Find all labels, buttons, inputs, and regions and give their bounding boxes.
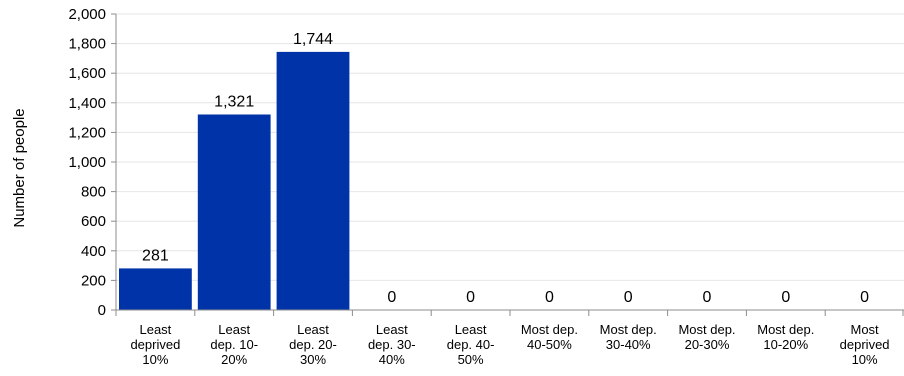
x-tick-label: Most deprived 10%	[840, 322, 890, 367]
y-tick-label: 400	[81, 243, 106, 260]
y-tick-label: 600	[81, 213, 106, 230]
y-tick-label: 1,600	[68, 65, 106, 82]
data-label: 0	[545, 289, 554, 306]
x-tick-label: Most dep. 40-50%	[521, 322, 578, 352]
x-tick-label: Least deprived 10%	[130, 322, 180, 367]
y-tick-label: 1,200	[68, 124, 106, 141]
data-label: 0	[703, 289, 712, 306]
x-tick-label: Least dep. 40-50%	[447, 322, 495, 367]
y-tick-labels: 0 200 400 600 800 1,000 1,200 1,400 1,600 1,800 2,…	[68, 6, 106, 319]
data-labels: 281 1,321 1,744 0 0 0 0 0 0 0	[142, 31, 869, 306]
y-tick-label: 2,000	[68, 6, 106, 23]
data-label: 0	[624, 289, 633, 306]
y-axis-title: Number of people	[11, 108, 28, 227]
y-tick-label: 1,400	[68, 95, 106, 112]
bars	[119, 51, 350, 310]
data-label: 1,321	[214, 93, 254, 110]
data-label: 1,744	[293, 31, 333, 48]
bar	[119, 268, 192, 310]
bar	[197, 114, 271, 310]
data-label: 0	[466, 289, 475, 306]
x-tick-label: Most dep. 20-30%	[678, 322, 735, 352]
x-tick-label: Least dep. 20-30%	[289, 322, 337, 367]
y-tick-label: 1,800	[68, 36, 106, 53]
x-tick-label: Least dep. 30-40%	[368, 322, 416, 367]
x-tick-label: Most dep. 30-40%	[600, 322, 657, 352]
y-tick-label: 1,000	[68, 154, 106, 171]
axes	[111, 13, 904, 316]
bar	[276, 51, 350, 310]
y-tick-label: 800	[81, 184, 106, 201]
data-label: 0	[387, 289, 396, 306]
y-tick-label: 200	[81, 272, 106, 289]
x-tick-label: Least dep. 10-20%	[210, 322, 258, 367]
x-tick-label: Most dep. 10-20%	[757, 322, 814, 352]
data-label: 281	[142, 247, 169, 264]
y-tick-label: 0	[98, 302, 106, 319]
data-label: 0	[860, 289, 869, 306]
x-tick-labels: Least deprived 10% Least dep. 10-20% Least dep…	[130, 322, 889, 367]
data-label: 0	[781, 289, 790, 306]
